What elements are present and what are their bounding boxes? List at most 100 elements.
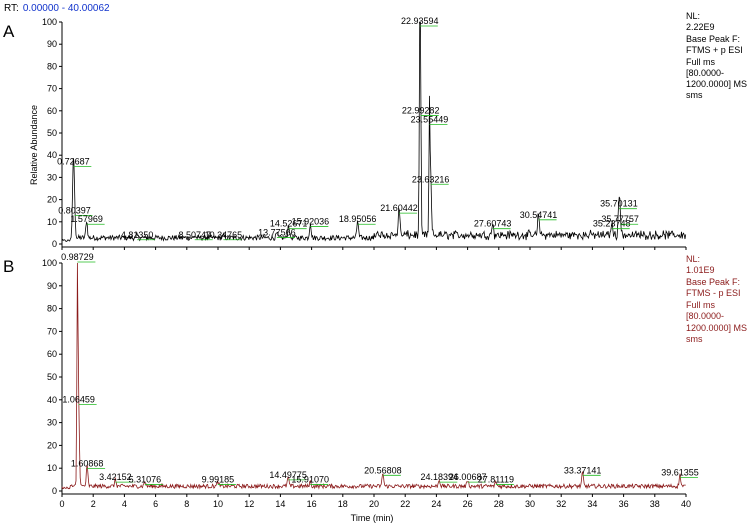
panel-a-y-tick-label: 70 [47, 84, 57, 94]
panel-b-peak-label: 27.81119 [478, 474, 514, 484]
panel-a-peak-label: 30.54741 [520, 210, 558, 220]
x-tick-label: 32 [556, 499, 566, 509]
panel-b-peak-label: 9.99185 [202, 474, 235, 484]
panel-b-peak-label: 24.18394 [420, 472, 458, 482]
panel-a-y-tick-label: 40 [47, 150, 57, 160]
panel-b-peak-label: 14.49775 [269, 470, 307, 480]
panel-a-y-tick-label: 90 [47, 39, 57, 49]
panel-a-info-line: Full ms [686, 57, 715, 67]
panel-b-y-tick-label: 70 [47, 326, 57, 336]
panel-a: A Relative Abundance NL: 2.22E9 Base Pea… [3, 11, 747, 250]
panel-b-letter: B [3, 257, 14, 276]
x-tick-label: 6 [153, 499, 158, 509]
panel-a-info-line: Base Peak F: [686, 34, 740, 44]
panel-b-peak-label: 1.06459 [62, 395, 95, 405]
x-tick-label: 20 [369, 499, 379, 509]
panel-a-peak-label: 27.60743 [474, 219, 512, 229]
x-tick-label: 4 [122, 499, 127, 509]
panel-b-info-line: sms [686, 334, 703, 344]
x-tick-label: 18 [338, 499, 348, 509]
x-tick-label: 24 [431, 499, 441, 509]
panel-b-y-tick-label: 100 [42, 258, 57, 268]
panel-a-y-tick-label: 60 [47, 106, 57, 116]
x-tick-label: 2 [91, 499, 96, 509]
rt-range-value: 0.00000 - 40.00062 [23, 3, 110, 14]
panel-b-y-tick-label: 0 [52, 486, 57, 496]
panel-b-info-line: 1.01E9 [686, 265, 715, 275]
panel-b: B NL: 1.01E9 Base Peak F: FTMS - p ESI F… [3, 252, 747, 509]
panel-a-y-tick-label: 10 [47, 217, 57, 227]
panel-a-info-line: sms [686, 90, 703, 100]
x-tick-label: 40 [681, 499, 691, 509]
panel-a-peak-label: 35.70131 [600, 199, 638, 209]
x-tick-label: 28 [494, 499, 504, 509]
x-tick-label: 34 [587, 499, 597, 509]
panel-b-info-line: [80.0000- [686, 311, 724, 321]
panel-a-trace-line [61, 21, 687, 242]
panel-b-peak-label: 20.56808 [364, 465, 402, 475]
panel-b-peak-label: 26.00687 [449, 472, 487, 482]
panel-a-peak-label: 13.77566 [258, 228, 296, 238]
panel-b-y-tick-label: 40 [47, 395, 57, 405]
panel-b-info-line: Full ms [686, 300, 715, 310]
panel-a-info-line: FTMS + p ESI [686, 45, 743, 55]
panel-b-info-line: FTMS - p ESI [686, 288, 741, 298]
panel-b-peak-label: 1.60868 [71, 458, 104, 468]
panel-a-y-axis-title: Relative Abundance [29, 105, 39, 185]
panel-a-y-tick-label: 80 [47, 61, 57, 71]
panel-a-y-tick-label: 100 [42, 17, 57, 27]
x-tick-label: 0 [59, 499, 64, 509]
panel-a-peak-label: 1.57969 [70, 214, 103, 224]
panel-b-peak-label: 5.31076 [129, 474, 162, 484]
panel-a-info-line: [80.0000- [686, 68, 724, 78]
panel-b-y-tick-label: 60 [47, 349, 57, 359]
x-tick-label: 36 [619, 499, 629, 509]
panel-a-peak-label: 23.63216 [412, 174, 450, 184]
panel-b-y-tick-label: 90 [47, 281, 57, 291]
panel-a-y-tick-label: 30 [47, 172, 57, 182]
x-tick-label: 38 [650, 499, 660, 509]
panel-b-y-tick-label: 50 [47, 372, 57, 382]
panel-a-peak-label: 10.34765 [205, 230, 243, 240]
x-tick-label: 8 [184, 499, 189, 509]
panel-b-info-line: NL: [686, 254, 700, 264]
x-tick-label: 16 [307, 499, 317, 509]
panel-a-info-line: 2.22E9 [686, 22, 715, 32]
panel-a-peak-label: 4.81350 [121, 230, 154, 240]
panel-a-peak-label: 18.95056 [339, 214, 377, 224]
panel-a-letter: A [3, 22, 15, 41]
panel-a-peak-label: 22.93594 [401, 16, 439, 26]
panel-a-info-line: NL: [686, 11, 700, 21]
panel-a-peak-label: 23.55449 [411, 114, 449, 124]
panel-a-peak-label: 0.80397 [58, 205, 91, 215]
x-tick-label: 26 [463, 499, 473, 509]
panel-a-peak-label: 35.77757 [601, 214, 639, 224]
panel-a-axes: 0 10 20 30 40 50 60 70 80 90 100 [42, 17, 687, 250]
panel-a-peak-label: 22.99282 [402, 105, 440, 115]
x-tick-label: 14 [275, 499, 285, 509]
panel-b-peak-label: 33.37141 [564, 465, 602, 475]
panel-a-y-tick-label: 0 [52, 239, 57, 249]
panel-b-y-tick-label: 30 [47, 418, 57, 428]
x-tick-label: 12 [244, 499, 254, 509]
panel-a-peak-label: 35.23748 [593, 219, 631, 229]
panel-a-peak-label: 21.60442 [380, 203, 418, 213]
panel-b-info-line: 1200.0000] MS [686, 323, 747, 333]
panel-b-peak-label: 3.42152 [99, 472, 132, 482]
x-axis-title: Time (min) [351, 513, 394, 523]
x-tick-label: 10 [213, 499, 223, 509]
panel-b-trace-line [61, 262, 686, 490]
x-tick-label: 30 [525, 499, 535, 509]
panel-a-peak-label: 0.72687 [57, 157, 90, 167]
panel-b-info-line: Base Peak F: [686, 277, 740, 287]
rt-range-label: RT: 0.00000 - 40.00062 [4, 3, 110, 14]
x-tick-label: 22 [400, 499, 410, 509]
panel-a-peak-label: 15.92036 [292, 216, 330, 226]
panel-a-peak-label: 14.52671 [270, 219, 308, 229]
panel-a-info-block: NL: 2.22E9 Base Peak F: FTMS + p ESI Ful… [686, 11, 747, 100]
panel-b-peak-label: 0.98729 [61, 252, 94, 262]
panel-b-peak-label: 39.61355 [661, 468, 699, 478]
panel-a-y-tick-label: 50 [47, 128, 57, 138]
panel-a-info-line: 1200.0000] MS [686, 79, 747, 89]
